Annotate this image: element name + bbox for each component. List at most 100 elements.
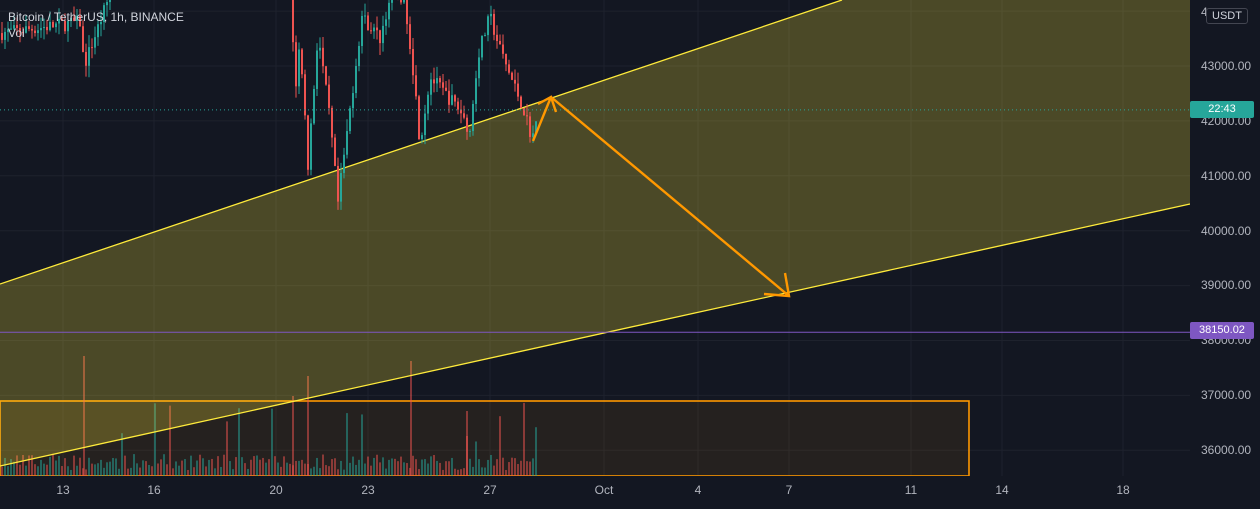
volume-bar xyxy=(247,468,249,476)
projection-arrowhead-up xyxy=(537,95,558,113)
candle-body xyxy=(346,131,348,155)
price-tick-label: 4 xyxy=(1201,5,1208,19)
candle-body xyxy=(76,15,78,21)
candle-body xyxy=(97,24,99,38)
candle-body xyxy=(85,51,87,66)
volume-bar xyxy=(43,463,45,476)
candle-body xyxy=(310,123,312,170)
volume-bar xyxy=(202,458,204,476)
volume-bar xyxy=(106,462,108,476)
candle-body xyxy=(412,49,414,76)
candle-body xyxy=(484,35,486,37)
projected-path-arrow[interactable] xyxy=(531,95,791,298)
volume-bar xyxy=(394,458,396,476)
candle-body xyxy=(514,79,516,84)
volume-bar xyxy=(352,456,354,476)
volume-bar xyxy=(289,463,291,476)
volume-bar xyxy=(454,468,456,476)
volume-bar xyxy=(70,469,72,476)
volume-bar xyxy=(430,456,432,476)
volume-bars xyxy=(1,356,537,476)
candle-body xyxy=(1,33,3,40)
channel-fill xyxy=(0,0,1190,466)
candle-body xyxy=(385,19,387,26)
volume-bar xyxy=(346,413,348,476)
channel-upper-line xyxy=(0,0,843,285)
candle-body xyxy=(25,26,27,33)
candle-body xyxy=(499,40,501,45)
candle-body xyxy=(343,154,345,174)
candles xyxy=(1,0,537,210)
candle-body xyxy=(88,47,90,66)
volume-bar xyxy=(367,456,369,476)
volume-bar xyxy=(400,456,402,476)
volume-bar xyxy=(478,459,480,476)
candle-body xyxy=(55,23,57,28)
candle-body xyxy=(481,35,483,58)
time-axis-bg xyxy=(0,476,1260,504)
candle-body xyxy=(319,47,321,51)
price-tick-label: 40000.00 xyxy=(1201,224,1251,238)
volume-bar xyxy=(364,463,366,476)
volume-bar xyxy=(85,469,87,476)
volume-indicator-label[interactable]: Vol xyxy=(8,26,25,40)
volume-bar xyxy=(421,459,423,476)
candle-body xyxy=(388,2,390,20)
volume-bar xyxy=(460,469,462,476)
time-tick-label: 23 xyxy=(361,483,375,497)
price-tick-label: 39000.00 xyxy=(1201,278,1251,292)
volume-bar xyxy=(97,463,99,476)
volume-bar xyxy=(58,455,60,476)
volume-bar xyxy=(463,468,465,476)
candle-body xyxy=(109,0,111,3)
candle-body xyxy=(505,53,507,65)
candle-body xyxy=(52,21,54,28)
time-tick-label: 16 xyxy=(147,483,161,497)
volume-bar xyxy=(22,455,24,476)
candle-body xyxy=(391,0,393,3)
volume-bar xyxy=(262,457,264,476)
volume-bar xyxy=(382,457,384,476)
price-tick-label: 43000.00 xyxy=(1201,59,1251,73)
volume-bar xyxy=(229,461,231,476)
currency-button[interactable]: USDT xyxy=(1206,8,1248,24)
volume-bar xyxy=(526,461,528,476)
volume-bar xyxy=(223,454,225,476)
ascending-channel[interactable] xyxy=(0,0,1191,467)
volume-bar xyxy=(283,456,285,476)
price-tick-label: 41000.00 xyxy=(1201,169,1251,183)
candle-body xyxy=(445,87,447,91)
candle-body xyxy=(13,25,15,29)
volume-bar xyxy=(295,460,297,476)
volume-bar xyxy=(238,408,240,476)
volume-bar xyxy=(226,421,228,476)
candle-body xyxy=(457,101,459,110)
volume-bar xyxy=(7,466,9,476)
candle-body xyxy=(361,15,363,47)
candle-body xyxy=(475,78,477,104)
symbol-title[interactable]: Bitcoin / TetherUS, 1h, BINANCE xyxy=(8,10,184,24)
volume-bar xyxy=(172,468,174,476)
time-tick-label: 20 xyxy=(269,483,283,497)
price-tick-label: 37000.00 xyxy=(1201,388,1251,402)
candle-body xyxy=(325,66,327,85)
candle-body xyxy=(31,28,33,31)
volume-bar xyxy=(214,468,216,476)
volume-bar xyxy=(76,465,78,476)
volume-bar xyxy=(205,466,207,476)
volume-bar xyxy=(175,461,177,476)
candle-body xyxy=(454,95,456,102)
candle-body xyxy=(4,31,6,40)
candle-body xyxy=(382,25,384,44)
volume-bar xyxy=(484,467,486,476)
candle-body xyxy=(49,21,51,31)
volume-bar xyxy=(25,465,27,476)
volume-bar xyxy=(199,454,201,476)
price-tick-label: 36000.00 xyxy=(1201,443,1251,457)
candle-body xyxy=(430,79,432,95)
volume-bar xyxy=(349,462,351,476)
volume-bar xyxy=(142,460,144,476)
